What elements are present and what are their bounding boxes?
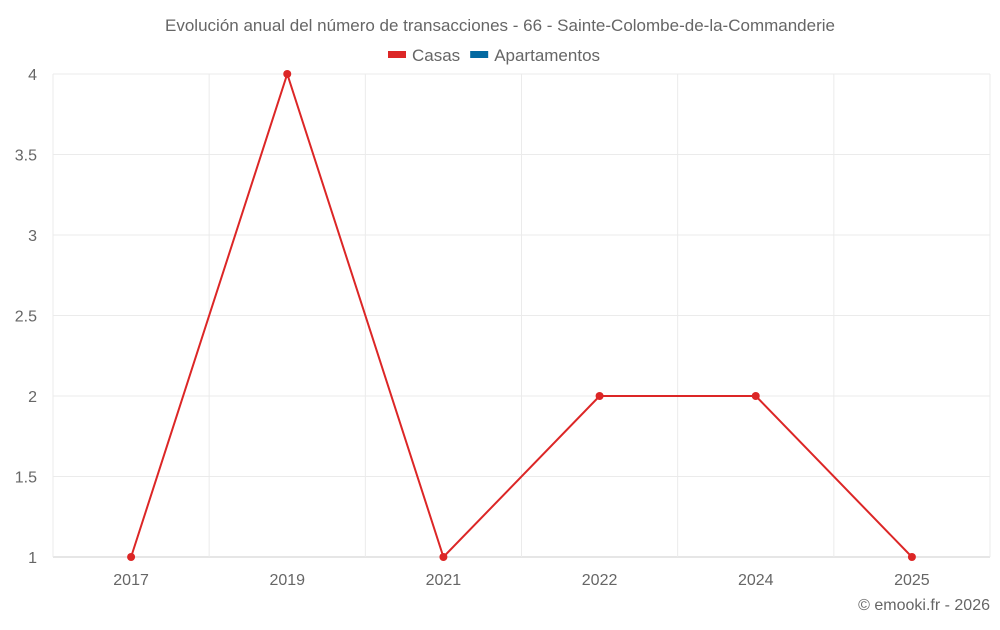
y-tick-label: 3 bbox=[28, 228, 37, 245]
legend-swatch-apartamentos bbox=[470, 51, 489, 58]
data-point bbox=[595, 392, 604, 400]
chart-title: Evolución anual del número de transaccio… bbox=[165, 16, 835, 35]
legend: Casas Apartamentos bbox=[388, 46, 600, 65]
y-tick-label: 1 bbox=[28, 550, 37, 567]
series-line-casas bbox=[130, 70, 913, 559]
grid bbox=[52, 73, 991, 558]
data-point bbox=[907, 553, 916, 561]
y-axis: 1 1.5 2 2.5 3 3.5 4 bbox=[15, 67, 37, 567]
y-tick-label: 2 bbox=[28, 389, 37, 406]
y-tick-label: 3.5 bbox=[15, 148, 37, 165]
legend-label-casas: Casas bbox=[412, 46, 460, 65]
x-tick-label: 2024 bbox=[738, 572, 774, 589]
y-tick-label: 1.5 bbox=[15, 470, 37, 487]
y-tick-label: 4 bbox=[28, 67, 37, 84]
data-point bbox=[127, 553, 136, 561]
legend-swatch-casas bbox=[388, 51, 406, 58]
x-tick-label: 2019 bbox=[269, 572, 305, 589]
y-tick-label: 2.5 bbox=[15, 309, 37, 326]
data-point bbox=[439, 553, 448, 561]
series bbox=[127, 70, 916, 561]
legend-label-apartamentos: Apartamentos bbox=[494, 46, 600, 65]
x-tick-label: 2025 bbox=[894, 572, 930, 589]
x-axis: 2017 2019 2021 2022 2024 2025 bbox=[113, 572, 930, 589]
x-tick-label: 2021 bbox=[426, 572, 462, 589]
x-tick-label: 2022 bbox=[582, 572, 618, 589]
data-point bbox=[283, 70, 292, 78]
x-tick-label: 2017 bbox=[113, 572, 149, 589]
data-point bbox=[751, 392, 760, 400]
credit-text: © emooki.fr - 2026 bbox=[858, 597, 990, 614]
